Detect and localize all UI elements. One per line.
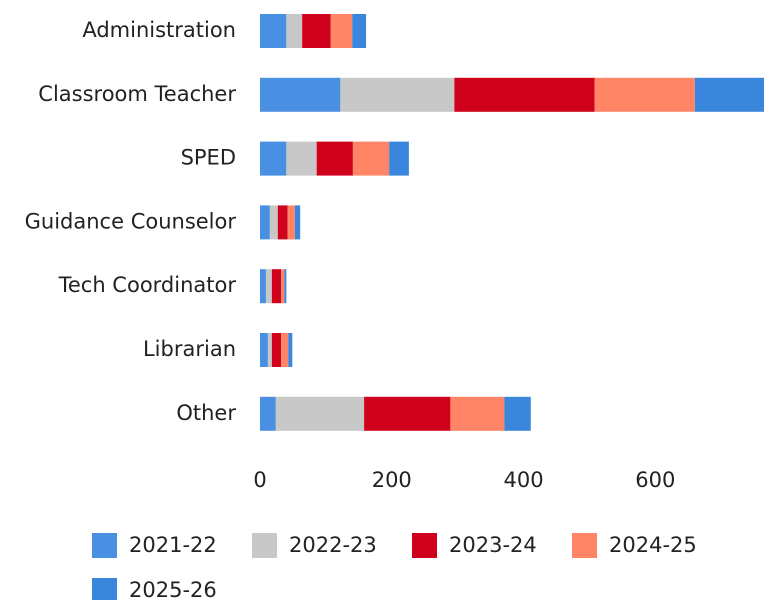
bar-segment <box>277 205 288 240</box>
bar-segment <box>260 333 268 367</box>
bar-segment <box>281 333 289 367</box>
legend-swatch <box>252 533 277 558</box>
bar-segment <box>271 333 282 367</box>
bar-segment <box>454 77 595 112</box>
bar-segment <box>284 269 287 304</box>
bar-segment <box>694 77 764 112</box>
bar-segment <box>364 396 451 431</box>
y-tick-label: Other <box>176 401 236 425</box>
bar-segment <box>288 333 293 367</box>
bar-segment <box>594 77 695 112</box>
legend-label: 2025-26 <box>129 578 217 600</box>
y-tick-label: Classroom Teacher <box>38 82 236 106</box>
bar-segment <box>260 14 287 48</box>
y-tick-label: Guidance Counselor <box>25 209 237 233</box>
bar-segment <box>504 396 531 431</box>
bar-segment <box>271 269 282 304</box>
x-tick-label: 600 <box>635 468 675 492</box>
bar-segment <box>340 77 455 112</box>
y-tick-label: Administration <box>82 18 236 42</box>
bar-segment <box>260 77 341 112</box>
y-tick-label: Librarian <box>143 337 236 361</box>
bar-segment <box>286 141 317 176</box>
y-tick-label: SPED <box>181 146 236 170</box>
legend-swatch <box>92 533 117 558</box>
bar-segment <box>302 14 331 48</box>
bar-segment <box>260 269 266 304</box>
y-tick-label: Tech Coordinator <box>58 273 237 297</box>
bar-segment <box>260 141 287 176</box>
bar-segment <box>260 396 276 431</box>
bar-segment <box>316 141 353 176</box>
legend-label: 2022-23 <box>289 533 377 557</box>
bar-segment <box>294 205 301 240</box>
bar-segment <box>260 205 270 240</box>
legend-swatch <box>92 578 117 600</box>
bar-segment <box>281 269 285 304</box>
legend-swatch <box>412 533 437 558</box>
legend-label: 2024-25 <box>609 533 697 557</box>
bar-segment <box>287 205 295 240</box>
bar-segment <box>352 141 390 176</box>
x-tick-label: 0 <box>253 468 266 492</box>
bar-segment <box>269 205 278 240</box>
bar-segment <box>286 14 303 48</box>
x-tick-label: 400 <box>503 468 543 492</box>
legend-label: 2023-24 <box>449 533 537 557</box>
bar-segment <box>267 333 272 367</box>
bar-segment <box>389 141 409 176</box>
legend-label: 2021-22 <box>129 533 217 557</box>
bar-segment <box>330 14 353 48</box>
bar-segment <box>352 14 367 48</box>
bar-segment <box>265 269 272 304</box>
bar-segment <box>450 396 505 431</box>
legend-swatch <box>572 533 597 558</box>
bar-segment <box>275 396 365 431</box>
x-tick-label: 200 <box>372 468 412 492</box>
